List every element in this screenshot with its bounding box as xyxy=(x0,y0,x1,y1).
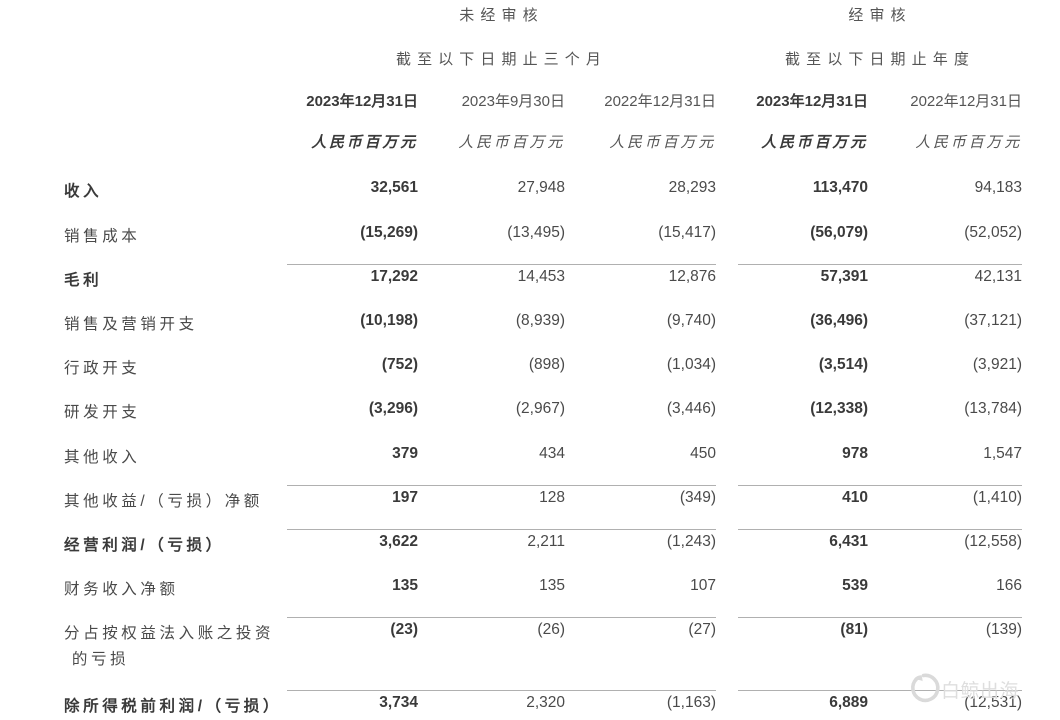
svg-text:白鲸出海: 白鲸出海 xyxy=(941,680,1019,702)
